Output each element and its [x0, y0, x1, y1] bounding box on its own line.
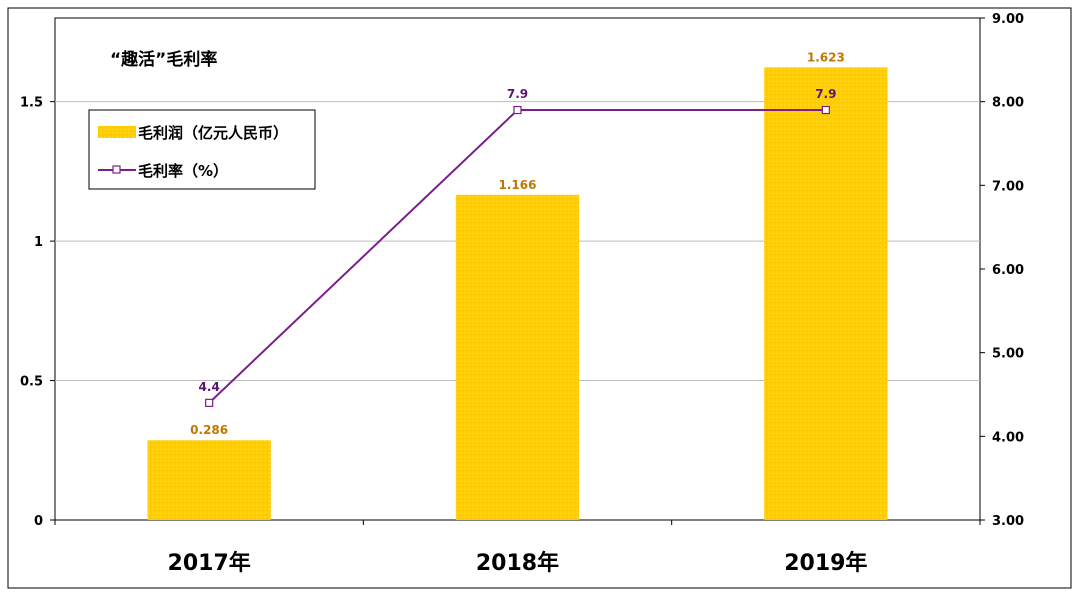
data-labels: 0.286 1.166 1.623 4.4 7.9 7.9: [190, 50, 845, 437]
legend-line-marker: [112, 165, 121, 174]
line-value-label: 7.9: [815, 87, 836, 101]
bar: [147, 440, 271, 520]
right-tick-label: 9.00: [992, 12, 1024, 27]
chart-title: “趣活”毛利率: [110, 49, 217, 70]
right-tick-label: 5.00: [992, 347, 1024, 362]
legend-bar-label: 毛利润（亿元人民币）: [138, 124, 288, 142]
x-category-label: 2018年: [476, 550, 559, 576]
line-point: [821, 105, 830, 115]
legend-bar-swatch: [98, 126, 136, 138]
bar: [455, 194, 580, 520]
legend: 毛利润（亿元人民币） 毛利率（%）: [88, 109, 316, 190]
line-value-label: 7.9: [507, 87, 528, 101]
line-point: [513, 105, 522, 115]
left-tick-label: 0: [34, 514, 43, 529]
x-category-label: 2019年: [784, 550, 867, 576]
bar: [764, 67, 888, 520]
bar-value-label: 1.166: [499, 178, 537, 192]
line-value-label: 4.4: [199, 380, 220, 394]
axes: 0 0.5 1 1.5 3.00 4.00 5.00 6.00 7.00 8.00 9.00 2017…: [20, 12, 1024, 576]
x-category-label: 2017年: [168, 550, 251, 576]
right-tick-label: 4.00: [992, 430, 1024, 445]
left-tick-label: 1.5: [20, 96, 43, 111]
line-series: [205, 105, 830, 407]
right-tick-label: 8.00: [992, 96, 1024, 111]
left-tick-label: 0.5: [20, 375, 43, 390]
line-point: [205, 398, 214, 407]
right-tick-label: 3.00: [992, 514, 1024, 529]
legend-line-label: 毛利率（%）: [138, 162, 228, 180]
legend-box: [88, 109, 316, 190]
bar-value-label: 1.623: [807, 50, 845, 64]
right-tick-label: 7.00: [992, 179, 1024, 194]
bar-value-label: 0.286: [190, 423, 228, 437]
right-tick-label: 6.00: [992, 263, 1024, 278]
bar-series: [147, 67, 888, 520]
left-tick-label: 1: [34, 235, 43, 250]
